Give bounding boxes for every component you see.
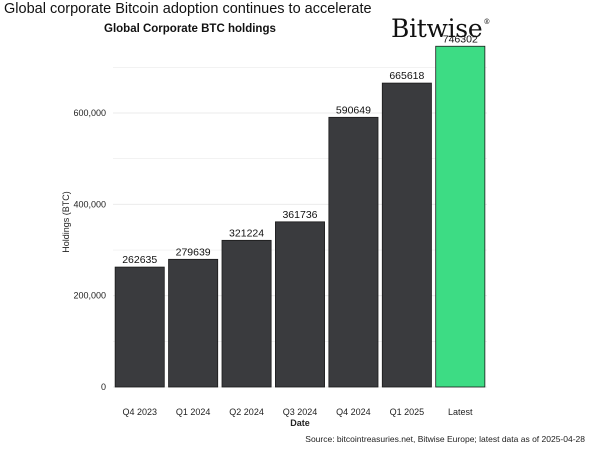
x-tick-label: Q4 2024 [336, 407, 371, 417]
y-axis-ticks: 0 200,000 400,000 600,000 [73, 108, 106, 392]
bar [328, 116, 379, 388]
y-axis-title: Holdings (BTC) [61, 191, 71, 253]
registered-mark: ® [483, 18, 491, 26]
y-tick-label: 0 [101, 382, 106, 392]
data-labels: 262635 279639 321224 361736 590649 665618 7463… [122, 33, 478, 266]
bar-value-label: 262635 [122, 254, 157, 266]
bar-value-label: 665618 [389, 70, 424, 82]
chart-title: Global Corporate BTC holdings [104, 23, 276, 35]
x-tick-label: Q2 2024 [229, 407, 264, 417]
x-tick-label: Latest [448, 407, 473, 417]
x-tick-label: Q3 2024 [283, 407, 318, 417]
bar-value-label: 321224 [229, 227, 264, 239]
y-tick-label: 200,000 [73, 291, 106, 301]
x-axis-ticks: Q4 2023 Q1 2024 Q2 2024 Q3 2024 Q4 2024 Q1 20… [122, 407, 473, 417]
y-tick-label: 400,000 [73, 199, 106, 209]
bar-latest [435, 45, 486, 388]
bar-value-label: 746302 [443, 33, 478, 45]
bar [275, 221, 325, 388]
x-tick-label: Q4 2023 [122, 407, 157, 417]
brand-name: Bitwise [391, 14, 483, 43]
bar [168, 258, 219, 388]
x-tick-label: Q1 2024 [176, 407, 211, 417]
bar-value-label: 279639 [176, 246, 211, 258]
bar-value-label: 590649 [336, 104, 371, 116]
chart-headline: Global corporate Bitcoin adoption contin… [4, 1, 372, 17]
bar [114, 266, 165, 388]
bar-value-label: 361736 [282, 209, 317, 221]
brand-logo: Bitwise® [391, 14, 490, 43]
bar [381, 82, 432, 388]
bars [114, 45, 486, 388]
x-tick-label: Q1 2025 [390, 407, 425, 417]
x-axis-title: Date [290, 418, 310, 428]
y-tick-label: 600,000 [73, 108, 106, 118]
bar [221, 239, 272, 388]
source-note: Source: bitcointreasuries.net, Bitwise E… [305, 434, 585, 444]
